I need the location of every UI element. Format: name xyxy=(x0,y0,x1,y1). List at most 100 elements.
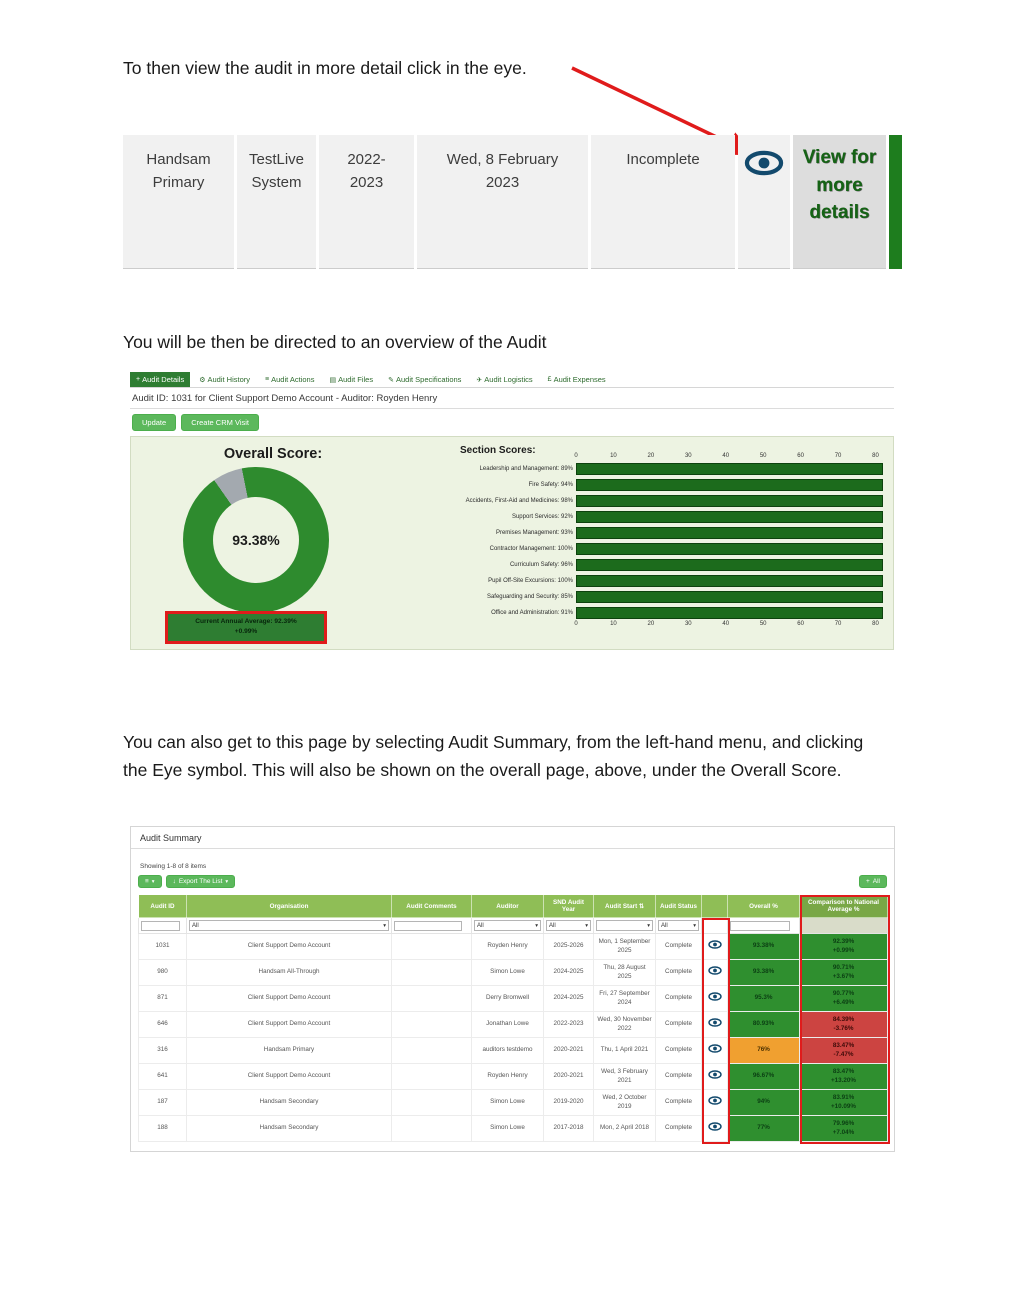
tab-label: Audit Expenses xyxy=(553,375,606,384)
filter-input[interactable] xyxy=(394,920,462,931)
export-list-label: Export The List xyxy=(178,878,223,885)
cell-year: 2024-2025 xyxy=(543,985,594,1012)
bar-row: Pupil Off-Site Excursions: 100% xyxy=(456,573,883,589)
filter-select[interactable]: All ▾ xyxy=(658,920,699,931)
eye-icon[interactable] xyxy=(707,1122,722,1132)
x-tick: 70 xyxy=(834,453,842,459)
cell-year: 2017-2018 xyxy=(543,1115,594,1142)
column-header: Audit Status xyxy=(655,894,702,918)
cell-status: Complete xyxy=(655,1115,702,1142)
cell-organisation: Handsam Secondary xyxy=(186,1115,392,1142)
bar xyxy=(576,575,883,587)
tab-label: Audit Specifications xyxy=(395,375,462,384)
update-button[interactable]: Update xyxy=(132,414,177,431)
bar xyxy=(576,479,883,491)
x-tick: 50 xyxy=(759,453,767,459)
tab-audit-specifications[interactable]: ✎ Audit Specifications xyxy=(382,372,467,387)
bar xyxy=(576,495,883,507)
overall-score-label: Overall Score: xyxy=(223,446,323,462)
create-crm-visit-button[interactable]: Create CRM Visit xyxy=(181,414,259,431)
summary-table: Audit ID Organisation Audit Comments Audito… xyxy=(138,894,888,1142)
tab-audit-expenses[interactable]: £ Audit Expenses xyxy=(542,372,612,387)
caret-down-icon: ▾ xyxy=(225,878,229,885)
cell-eye xyxy=(701,959,728,986)
grid-menu-button[interactable]: ≡ ▾ xyxy=(138,875,162,888)
tab-audit-files[interactable]: ▤ Audit Files xyxy=(323,372,379,387)
filter-input[interactable] xyxy=(730,920,791,931)
cell-year: 2020-2021 xyxy=(543,1063,594,1090)
eye-icon[interactable] xyxy=(707,966,722,976)
eye-icon[interactable] xyxy=(707,1044,722,1054)
cell-organisation: Client Support Demo Account xyxy=(186,1063,392,1090)
eye-icon[interactable] xyxy=(707,1018,722,1028)
cell-auditor: Simon Lowe xyxy=(471,1115,544,1142)
bar-row: Contractor Management: 100% xyxy=(456,541,883,557)
filter-select[interactable]: All ▾ xyxy=(189,920,389,931)
tab-label: Audit Logistics xyxy=(484,375,533,384)
summary-tbody: 1031 Client Support Demo Account Royden He… xyxy=(138,933,888,1142)
bar-track xyxy=(576,479,883,491)
cell-organisation: Handsam All-Through xyxy=(186,959,392,986)
table-row: 871 Client Support Demo Account Derry Brom… xyxy=(138,985,888,1012)
overall-score-value: 93.38% xyxy=(232,532,280,548)
filter-cell xyxy=(391,917,472,934)
cell-comparison: 90.77% +6.49% xyxy=(799,985,888,1012)
filter-select[interactable]: All ▾ xyxy=(474,920,541,931)
cell-start: Wed, 3 February 2021 xyxy=(593,1063,656,1090)
view-details-link[interactable]: View for more details xyxy=(793,135,886,269)
cell-year: 2019-2020 xyxy=(543,1089,594,1116)
eye-icon[interactable] xyxy=(707,1070,722,1080)
overall-score-donut: 93.38% xyxy=(183,467,329,613)
cell-audit-id: 188 xyxy=(138,1115,187,1142)
filter-select[interactable]: All ▾ xyxy=(546,920,591,931)
summary-panel-title: Audit Summary xyxy=(131,827,894,849)
cell-start: Mon, 1 September 2025 xyxy=(593,933,656,960)
tab-audit-details[interactable]: + Audit Details xyxy=(130,372,191,387)
eye-icon[interactable] xyxy=(744,150,784,176)
bar-label: Office and Administration: 91% xyxy=(491,610,573,616)
column-header: SND Audit Year xyxy=(543,894,594,918)
score-panel: Overall Score: 93.38% Current Annual Ave… xyxy=(130,436,894,650)
eye-icon[interactable] xyxy=(707,940,722,950)
cell-start: Mon, 2 April 2018 xyxy=(593,1115,656,1142)
annual-average-text: Current Annual Average: 92.39% xyxy=(195,617,297,625)
x-tick: 80 xyxy=(872,453,879,459)
bar-row: Leadership and Management: 89% xyxy=(456,461,883,477)
filter-cell: All ▾ xyxy=(655,917,702,934)
filter-cell xyxy=(799,917,888,934)
bar-label: Pupil Off-Site Excursions: 100% xyxy=(488,578,573,584)
x-axis-top: 0 10 20 30 40 50 60 70 80 xyxy=(574,453,883,461)
bar-label: Curriculum Safety: 96% xyxy=(509,562,573,568)
audit-summary-screenshot: Audit Summary Showing 1-8 of 8 items ≡ ▾ … xyxy=(130,826,895,1152)
column-header[interactable]: Audit Start ⇅ xyxy=(593,894,656,918)
filter-cell: All ▾ xyxy=(186,917,392,934)
cell-start: Thu, 28 August 2025 xyxy=(593,959,656,986)
all-button[interactable]: + All xyxy=(858,875,887,888)
eye-icon[interactable] xyxy=(707,992,722,1002)
cell-eye xyxy=(701,1011,728,1038)
cell-comments xyxy=(391,1011,472,1038)
bar-label: Leadership and Management: 89% xyxy=(479,466,573,472)
filter-input[interactable] xyxy=(141,920,180,931)
tab-audit-actions[interactable]: ≡ Audit Actions xyxy=(259,372,320,387)
bar-label: Safeguarding and Security: 85% xyxy=(486,594,573,600)
sort-icon[interactable]: ⇅ xyxy=(638,903,644,910)
cell-year: 2025-2026 xyxy=(543,933,594,960)
plane-icon: ✈ xyxy=(476,376,483,384)
eye-icon[interactable] xyxy=(707,1096,722,1106)
caret-down-icon: ▾ xyxy=(383,922,386,929)
bar-track xyxy=(576,575,883,587)
cell-status: Complete xyxy=(655,933,702,960)
tab-audit-history[interactable]: ⚙ Audit History xyxy=(193,372,256,387)
caret-down-icon: ▾ xyxy=(151,878,155,885)
outro-text: You can also get to this page by selecti… xyxy=(123,732,864,781)
tab-audit-logistics[interactable]: ✈ Audit Logistics xyxy=(470,372,538,387)
export-list-button[interactable]: ↓ Export The List ▾ xyxy=(165,875,236,888)
filter-select[interactable]: ▾ xyxy=(596,920,653,931)
cell-auditor: Royden Henry xyxy=(471,933,544,960)
section-bars: Leadership and Management: 89% Fire Safet… xyxy=(456,461,883,621)
cell-audit-id: 1031 xyxy=(138,933,187,960)
cell-comparison: 92.39% +0.99% xyxy=(799,933,888,960)
cell-year: 2020-2021 xyxy=(543,1037,594,1064)
cell-status: Complete xyxy=(655,1089,702,1116)
